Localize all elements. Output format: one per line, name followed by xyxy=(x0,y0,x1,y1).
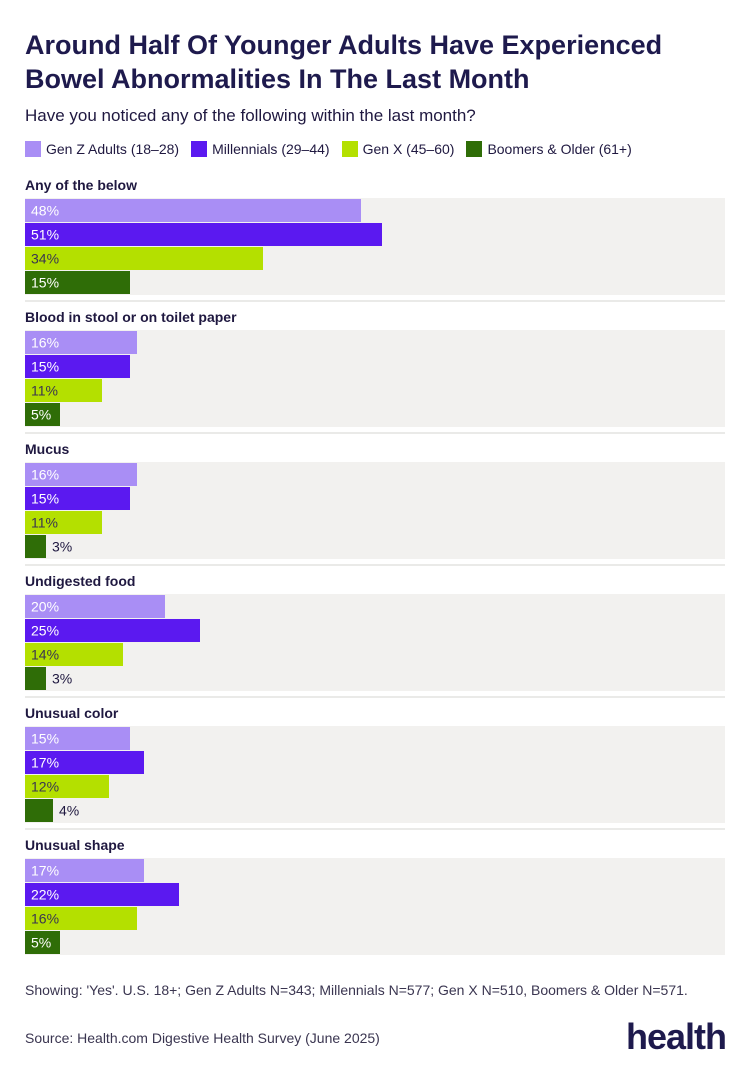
bar-unusual-color-gen_x xyxy=(25,775,109,798)
legend-label-gen-x: Gen X (45–60) xyxy=(362,141,455,157)
bar-undigested-food-millennials xyxy=(25,619,200,642)
category-panel-mucus xyxy=(25,462,725,559)
legend-item-gen-z: Gen Z Adults (18–28) xyxy=(25,141,179,157)
category-label-unusual-color: Unusual color xyxy=(25,705,119,721)
bar-value-label-undigested-food-gen_z: 20% xyxy=(31,599,59,615)
legend-swatch-gen-z xyxy=(25,141,41,157)
bar-undigested-food-gen_x xyxy=(25,643,123,666)
category-label-unusual-shape: Unusual shape xyxy=(25,837,125,853)
bar-value-label-unusual-shape-boomers: 5% xyxy=(31,935,51,951)
bar-blood-in-stool-or-on-toilet-paper-gen_z xyxy=(25,331,137,354)
legend-label-millennials: Millennials (29–44) xyxy=(212,141,330,157)
bar-any-of-the-below-gen_x xyxy=(25,247,263,270)
bar-value-label-unusual-shape-gen_z: 17% xyxy=(31,863,59,879)
bar-value-label-undigested-food-millennials: 25% xyxy=(31,623,59,639)
footnote: Showing: 'Yes'. U.S. 18+; Gen Z Adults N… xyxy=(25,982,688,998)
bar-any-of-the-below-millennials xyxy=(25,223,382,246)
category-label-undigested-food: Undigested food xyxy=(25,573,135,589)
bar-unusual-color-millennials xyxy=(25,751,144,774)
bar-value-label-blood-in-stool-or-on-toilet-paper-gen_x: 11% xyxy=(31,383,58,399)
bar-value-label-mucus-gen_z: 16% xyxy=(31,467,59,483)
category-label-blood-in-stool-or-on-toilet-paper: Blood in stool or on toilet paper xyxy=(25,309,237,325)
bar-blood-in-stool-or-on-toilet-paper-millennials xyxy=(25,355,130,378)
bar-mucus-gen_x xyxy=(25,511,102,534)
bar-blood-in-stool-or-on-toilet-paper-gen_x xyxy=(25,379,102,402)
category-panel-unusual-color xyxy=(25,726,725,823)
bar-value-label-unusual-shape-gen_x: 16% xyxy=(31,911,59,927)
bar-any-of-the-below-boomers xyxy=(25,271,130,294)
legend-swatch-millennials xyxy=(191,141,208,157)
bar-value-label-blood-in-stool-or-on-toilet-paper-boomers: 5% xyxy=(31,407,51,423)
bar-undigested-food-gen_z xyxy=(25,595,165,618)
legend-swatch-boomers xyxy=(466,141,483,157)
bar-value-label-unusual-shape-millennials: 22% xyxy=(31,887,59,903)
bar-any-of-the-below-gen_z xyxy=(25,199,361,222)
bar-value-label-mucus-boomers: 3% xyxy=(52,539,72,555)
category-label-mucus: Mucus xyxy=(25,441,70,457)
bar-mucus-millennials xyxy=(25,487,130,510)
bar-value-label-mucus-gen_x: 11% xyxy=(31,515,58,531)
bar-value-label-mucus-millennials: 15% xyxy=(31,491,59,507)
bar-value-label-unusual-color-gen_z: 15% xyxy=(31,731,59,747)
bar-mucus-boomers xyxy=(25,535,46,558)
source-note: Source: Health.com Digestive Health Surv… xyxy=(25,1030,380,1046)
health-logo: health xyxy=(625,1016,727,1057)
bar-unusual-shape-gen_z xyxy=(25,859,144,882)
legend-item-gen-x: Gen X (45–60) xyxy=(341,141,455,157)
bar-value-label-any-of-the-below-gen_x: 34% xyxy=(31,251,59,267)
legend-label-gen-z: Gen Z Adults (18–28) xyxy=(46,141,180,157)
bar-unusual-shape-gen_x xyxy=(25,907,137,930)
legend-item-boomers: Boomers & Older (61+) xyxy=(466,141,632,157)
bar-value-label-blood-in-stool-or-on-toilet-paper-gen_z: 16% xyxy=(31,335,59,351)
bar-value-label-blood-in-stool-or-on-toilet-paper-millennials: 15% xyxy=(31,359,59,375)
category-panel-blood-in-stool-or-on-toilet-paper xyxy=(25,330,725,427)
bar-value-label-any-of-the-below-gen_z: 48% xyxy=(31,203,59,219)
bar-value-label-unusual-color-millennials: 17% xyxy=(31,755,59,771)
legend-item-millennials: Millennials (29–44) xyxy=(191,141,330,157)
chart-legend: Gen Z Adults (18–28) Millennials (29–44)… xyxy=(25,141,644,157)
bar-mucus-gen_z xyxy=(25,463,137,486)
chart-subtitle: Have you noticed any of the following wi… xyxy=(25,106,476,125)
bar-value-label-unusual-color-gen_x: 12% xyxy=(31,779,59,795)
bar-blood-in-stool-or-on-toilet-paper-boomers xyxy=(25,403,60,426)
bar-unusual-color-gen_z xyxy=(25,727,130,750)
bar-unusual-shape-boomers xyxy=(25,931,60,954)
bar-value-label-any-of-the-below-millennials: 51% xyxy=(31,227,59,243)
category-label-any-of-the-below: Any of the below xyxy=(25,177,137,193)
bar-value-label-any-of-the-below-boomers: 15% xyxy=(31,275,59,291)
bar-value-label-undigested-food-boomers: 3% xyxy=(52,671,72,687)
bar-undigested-food-boomers xyxy=(25,667,46,690)
bar-value-label-undigested-food-gen_x: 14% xyxy=(31,647,59,663)
chart-title: Around Half Of Younger Adults Have Exper… xyxy=(25,30,663,94)
legend-label-boomers: Boomers & Older (61+) xyxy=(487,141,632,157)
bar-unusual-color-boomers xyxy=(25,799,53,822)
bar-unusual-shape-millennials xyxy=(25,883,179,906)
legend-swatch-gen-x xyxy=(341,141,358,157)
bar-value-label-unusual-color-boomers: 4% xyxy=(59,803,79,819)
bar-chart: Any of the below 48% 51% 34% 15% Blood in sto… xyxy=(25,177,725,955)
